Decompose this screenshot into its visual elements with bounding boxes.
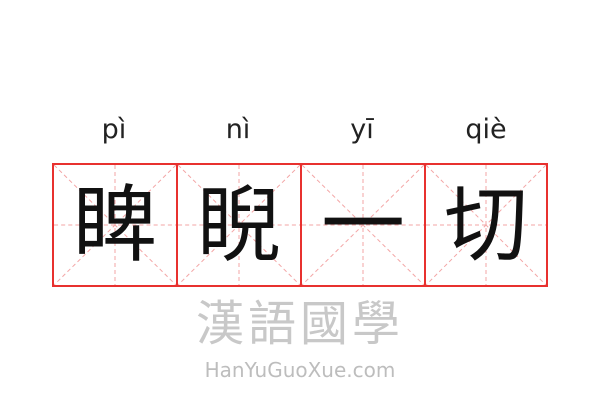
pinyin-row: pì nì yī qiè: [52, 112, 548, 148]
character-cell: 睨: [176, 163, 300, 287]
pinyin-2: nì: [225, 114, 251, 145]
character-cell: 睥: [52, 163, 176, 287]
pinyin-3: yī: [350, 114, 374, 145]
guide-lines: [54, 165, 176, 285]
character-2: 睨: [196, 176, 281, 274]
watermark-url: HanYuGuoXue.com: [204, 358, 396, 382]
character-4: 切: [443, 176, 528, 274]
character-1: 睥: [72, 176, 157, 274]
guide-lines: [426, 165, 546, 285]
pinyin-1: pì: [101, 114, 127, 145]
guide-lines: [178, 165, 300, 285]
watermark-logo: 漢語國學: [195, 296, 404, 352]
character-3: 一: [320, 176, 405, 274]
pinyin-4: qiè: [465, 114, 507, 145]
character-cell: 一: [300, 163, 424, 287]
guide-lines: [302, 165, 424, 285]
character-grid: 睥 睨 一 切: [52, 163, 548, 287]
character-cell: 切: [424, 163, 548, 287]
